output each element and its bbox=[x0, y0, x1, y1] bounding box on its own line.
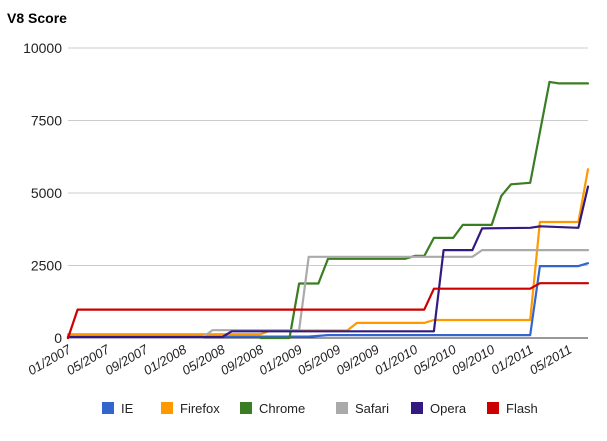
series-line-firefox bbox=[66, 168, 590, 340]
y-tick-label: 10000 bbox=[23, 40, 62, 56]
x-tick-label: 09/2009 bbox=[333, 342, 381, 378]
legend-label: Chrome bbox=[259, 401, 305, 416]
legend-item-firefox[interactable]: Firefox bbox=[161, 401, 220, 416]
legend-label: Opera bbox=[430, 401, 467, 416]
x-tick-label: 01/2008 bbox=[141, 341, 190, 378]
y-tick-label: 0 bbox=[54, 330, 62, 346]
y-tick-label: 2500 bbox=[31, 258, 62, 274]
legend-item-opera[interactable]: Opera bbox=[411, 401, 467, 416]
legend-label: Flash bbox=[506, 401, 538, 416]
x-tick-label: 01/2009 bbox=[256, 342, 304, 378]
x-tick-label: 05/2008 bbox=[179, 341, 228, 378]
x-tick-label: 09/2010 bbox=[449, 341, 498, 378]
legend-item-flash[interactable]: Flash bbox=[487, 401, 538, 416]
x-tick-label: 01/2011 bbox=[488, 342, 535, 378]
legend[interactable]: IE Firefox Chrome Safari Opera Flash bbox=[102, 401, 538, 416]
chart-title: V8 Score bbox=[7, 10, 67, 26]
legend-item-safari[interactable]: Safari bbox=[336, 401, 389, 416]
grid bbox=[68, 47, 588, 266]
series-lines bbox=[66, 80, 590, 340]
series-line-chrome bbox=[259, 80, 590, 340]
x-axis-ticks: 01/200705/200709/200701/200805/200809/20… bbox=[25, 341, 574, 378]
legend-swatch bbox=[487, 402, 499, 414]
y-axis-ticks: 0 2500 5000 7500 10000 bbox=[23, 40, 62, 346]
x-tick-label: 05/2007 bbox=[64, 341, 113, 378]
legend-label: IE bbox=[121, 401, 134, 416]
legend-label: Firefox bbox=[180, 401, 220, 416]
y-tick-label: 5000 bbox=[31, 185, 62, 201]
legend-swatch bbox=[102, 402, 114, 414]
x-tick-label: 01/2010 bbox=[372, 341, 421, 378]
y-tick-label: 7500 bbox=[31, 113, 62, 129]
legend-swatch bbox=[411, 402, 423, 414]
series-line-safari bbox=[66, 249, 590, 340]
legend-label: Safari bbox=[355, 401, 389, 416]
x-tick-label: 09/2008 bbox=[218, 341, 267, 378]
series-line-flash bbox=[66, 282, 590, 340]
x-tick-label: 09/2007 bbox=[102, 341, 151, 378]
legend-swatch bbox=[240, 402, 252, 414]
series-line-opera bbox=[66, 185, 590, 340]
x-tick-label: 05/2010 bbox=[410, 341, 459, 378]
legend-swatch bbox=[336, 402, 348, 414]
x-tick-label: 05/2009 bbox=[295, 342, 343, 378]
legend-item-chrome[interactable]: Chrome bbox=[240, 401, 305, 416]
x-tick-label: 01/2007 bbox=[25, 341, 74, 378]
series-line-ie bbox=[66, 262, 590, 340]
legend-swatch bbox=[161, 402, 173, 414]
x-tick-label: 05/2011 bbox=[527, 342, 574, 378]
legend-item-ie[interactable]: IE bbox=[102, 401, 134, 416]
